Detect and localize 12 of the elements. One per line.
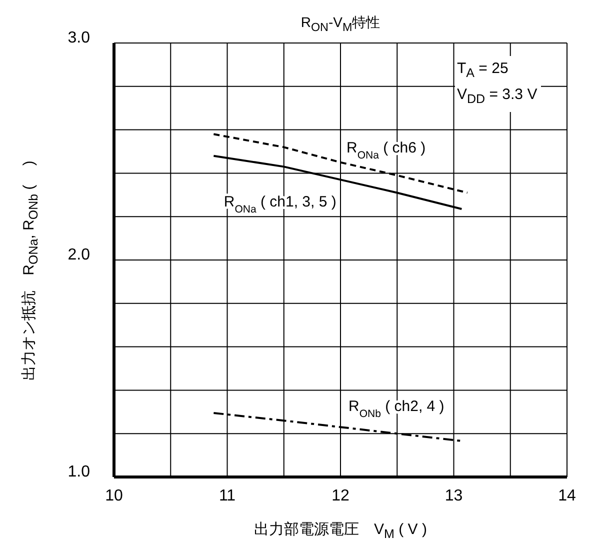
x-axis-title: 出力部電源電圧 V$_{M}$ ( V ) bbox=[253, 520, 428, 541]
x-tick-label: 12 bbox=[332, 487, 350, 504]
y-tick-label: 2.0 bbox=[68, 246, 90, 264]
x-tick-label: 14 bbox=[558, 487, 576, 504]
y-tick-label: 3.0 bbox=[68, 30, 90, 47]
x-tick-label: 11 bbox=[218, 487, 236, 504]
chart-title: R$_{ON}$-V$_{M}$特性 bbox=[300, 14, 382, 34]
x-tick-label: 10 bbox=[105, 487, 123, 504]
x-tick-label: 13 bbox=[444, 487, 463, 504]
annotation: V$_{DD}$ = 3.3 V bbox=[457, 85, 538, 108]
y-tick-label: 1.0 bbox=[68, 464, 90, 481]
annotation: T$_{A}$ = 25 bbox=[457, 59, 510, 82]
